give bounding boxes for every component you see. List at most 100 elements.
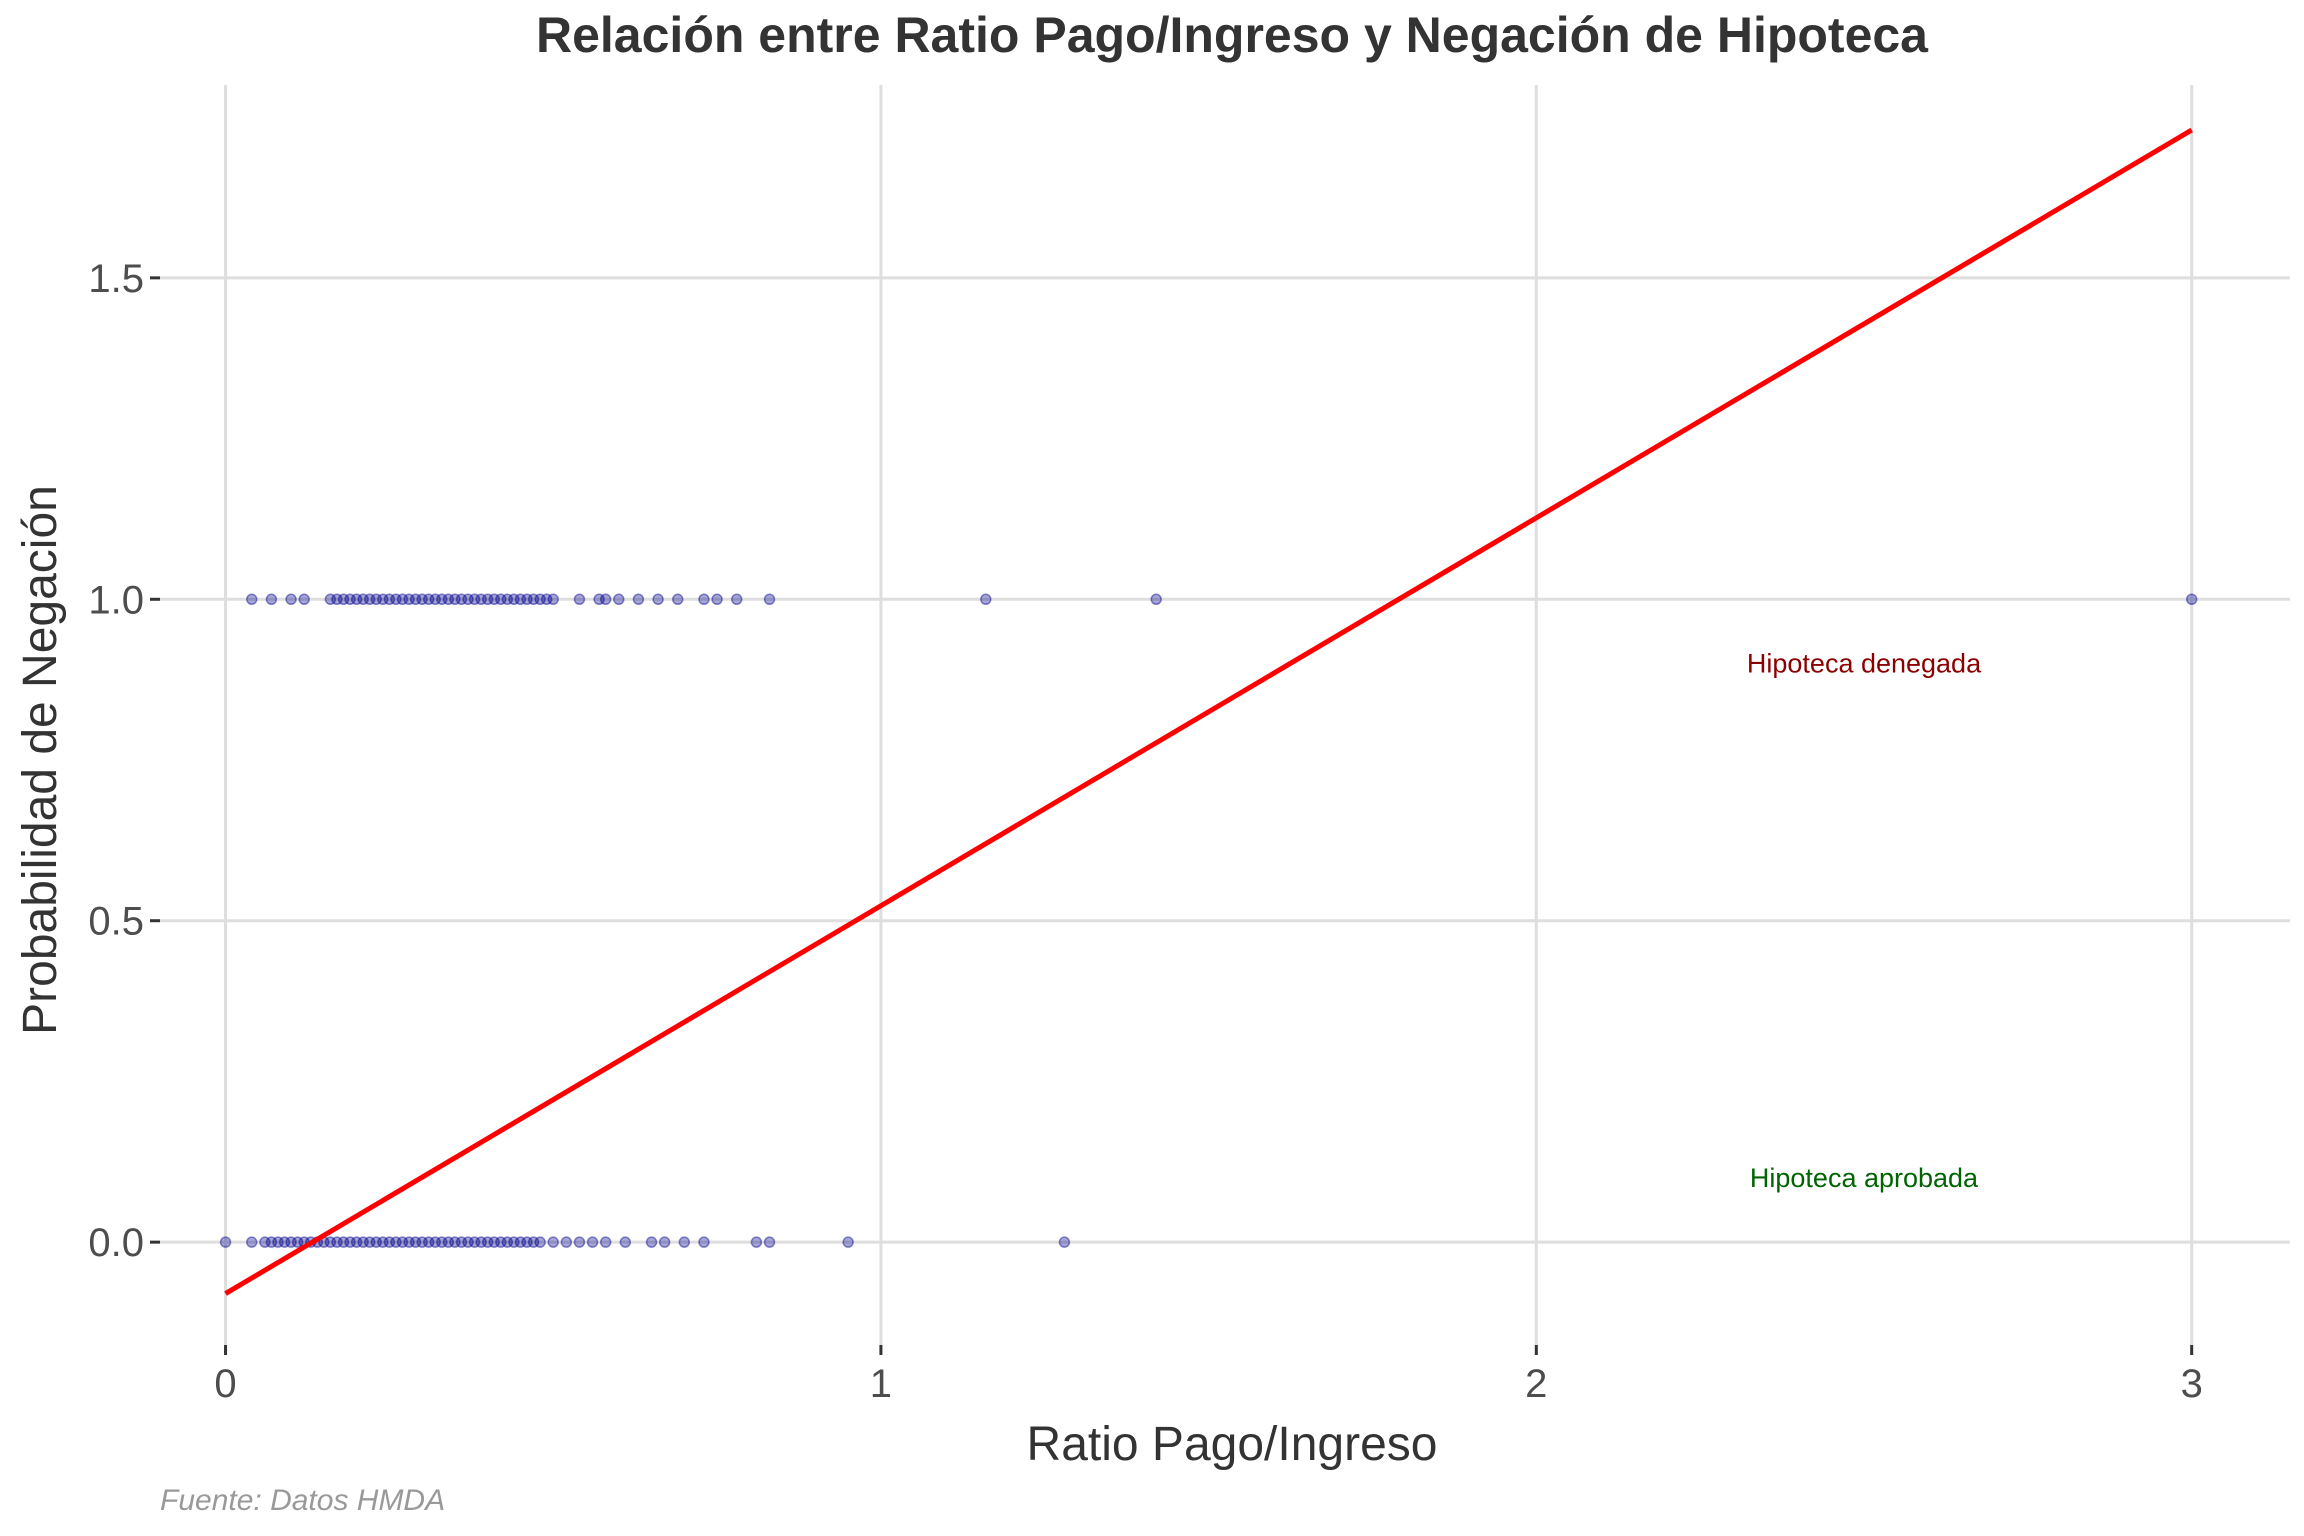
data-point [370,593,383,606]
data-point [652,593,664,606]
x-axis-title: Ratio Pago/Ingreso [1027,1418,1438,1471]
data-point [259,1236,271,1248]
data-point [436,593,448,606]
data-point [337,593,350,606]
chart-title: Relación entre Ratio Pago/Ingreso y Nega… [536,7,1929,63]
data-point [331,1236,343,1248]
data-point [449,1236,461,1248]
data-point [514,593,527,606]
data-point [521,1236,533,1248]
data-point [246,593,258,606]
y-axis-ticks: 0.0 0.5 1.0 1.5 [88,257,160,1265]
data-point [350,593,363,606]
data-point [396,1236,409,1248]
data-point [488,593,500,606]
data-point [599,593,612,606]
data-point [514,1236,527,1248]
chart-caption: Fuente: Datos HMDA [160,1484,445,1517]
data-point [547,593,559,606]
data-point [763,593,776,606]
data-point [455,593,468,606]
data-point [763,1236,776,1248]
data-point [357,1236,369,1248]
data-point [468,593,481,606]
data-point [750,1236,763,1248]
data-point [291,1236,304,1248]
data-point [495,1236,507,1248]
data-point [698,593,710,606]
data-point [442,1236,455,1248]
data-point [455,1236,468,1248]
data-point [246,1236,258,1248]
data-point [488,1236,500,1248]
data-point [422,1236,435,1248]
data-point [645,1236,658,1248]
data-point [416,593,428,606]
data-point [508,593,520,606]
data-point [377,593,389,606]
data-point [501,1236,514,1248]
data-point [363,593,376,606]
data-point [573,593,586,606]
data-point [501,593,514,606]
data-point [586,1236,599,1248]
data-point [324,593,337,606]
data-point [527,593,540,606]
data-point [396,593,409,606]
data-point [468,1236,481,1248]
data-point [508,1236,520,1248]
data-point [475,1236,487,1248]
data-point [324,1236,337,1248]
data-point [278,1236,291,1248]
data-points [219,593,2198,1248]
data-point [593,593,605,606]
data-point [711,593,723,606]
data-point [481,593,494,606]
x-tick-label: 1 [870,1362,892,1406]
y-tick-label: 0.0 [88,1221,144,1265]
data-point [416,1236,428,1248]
data-point [344,593,356,606]
data-point [1058,1236,1071,1248]
data-point [344,1236,356,1248]
data-point [337,1236,350,1248]
data-point [403,593,415,606]
data-point [403,1236,415,1248]
y-tick-label: 1.5 [88,257,144,301]
data-point [560,1236,573,1248]
data-point [678,1236,691,1248]
data-point [285,1236,297,1248]
data-point [573,1236,586,1248]
data-point [672,593,684,606]
data-point [219,1236,232,1248]
data-point [272,1236,284,1248]
data-point [534,1236,546,1248]
x-tick-label: 3 [2181,1362,2203,1406]
annotations: Hipoteca denegada Hipoteca aprobada [1747,649,1982,1193]
data-point [475,593,487,606]
grid-lines [160,85,2290,1345]
data-point [390,1236,402,1248]
data-point [540,593,553,606]
data-point [429,1236,442,1248]
annotation-label: Hipoteca aprobada [1750,1163,1979,1193]
x-tick-label: 2 [1525,1362,1547,1406]
data-point [462,593,474,606]
annotation-label: Hipoteca denegada [1747,649,1982,679]
data-point [527,1236,540,1248]
data-point [298,593,310,606]
data-point [449,593,461,606]
data-point [377,1236,389,1248]
data-point [599,1236,612,1248]
data-point [409,1236,422,1248]
data-point [619,1236,632,1248]
data-point [383,1236,396,1248]
data-point [547,1236,559,1248]
data-point [481,1236,494,1248]
data-point [632,593,645,606]
data-point [350,1236,363,1248]
data-point [285,593,297,606]
x-tick-label: 0 [214,1362,236,1406]
data-point [698,1236,710,1248]
